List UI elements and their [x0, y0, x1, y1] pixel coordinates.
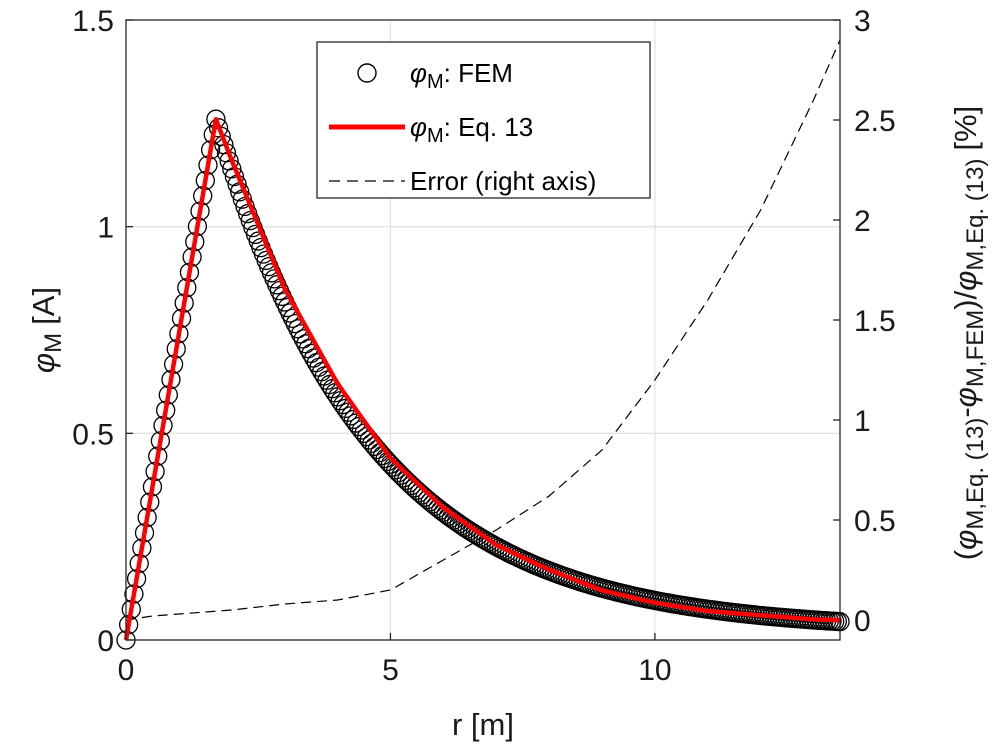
x-tick-label: 0	[118, 654, 135, 687]
legend: φM: FEM φM: Eq. 13 Error (right axis)	[316, 41, 651, 199]
legend-box	[316, 41, 651, 199]
y-tick-label: 0.5	[72, 418, 114, 451]
x-axis-label: r [m]	[452, 707, 514, 742]
x-tick-label: 10	[638, 654, 671, 687]
y-tick-label: 0	[97, 625, 114, 658]
y-axis-label: φM[A]	[26, 287, 67, 373]
y2-tick-label: 1	[854, 405, 871, 438]
y2-tick-label: 3	[854, 5, 871, 38]
y-tick-label: 1.5	[72, 5, 114, 38]
legend-fem-marker	[357, 63, 377, 83]
legend-eq13-label: φM: Eq. 13	[410, 112, 533, 147]
error-line	[125, 39, 841, 621]
y2-tick-label: 2	[854, 205, 871, 238]
x-tick-label: 5	[382, 654, 399, 687]
y2-tick-label: 0	[854, 605, 871, 638]
y2-tick-label: 1.5	[854, 305, 896, 338]
legend-error-label: Error (right axis)	[410, 166, 596, 196]
y2-tick-label: 2.5	[854, 105, 896, 138]
y2-tick-label: 0.5	[854, 505, 896, 538]
tick-labels: 0 5 10 0 0.5 1 1.5 0 0.5 1 1.5 2 2.5 3	[72, 5, 895, 687]
plot-frame	[125, 19, 841, 641]
eq13-series	[123, 116, 841, 641]
y2-axis-label: (φM,Eq. (13)-φM,FEM)/φM,Eq. (13)[%]	[948, 106, 989, 560]
y-tick-label: 1	[97, 212, 114, 245]
legend-fem-label: φM: FEM	[410, 58, 513, 93]
